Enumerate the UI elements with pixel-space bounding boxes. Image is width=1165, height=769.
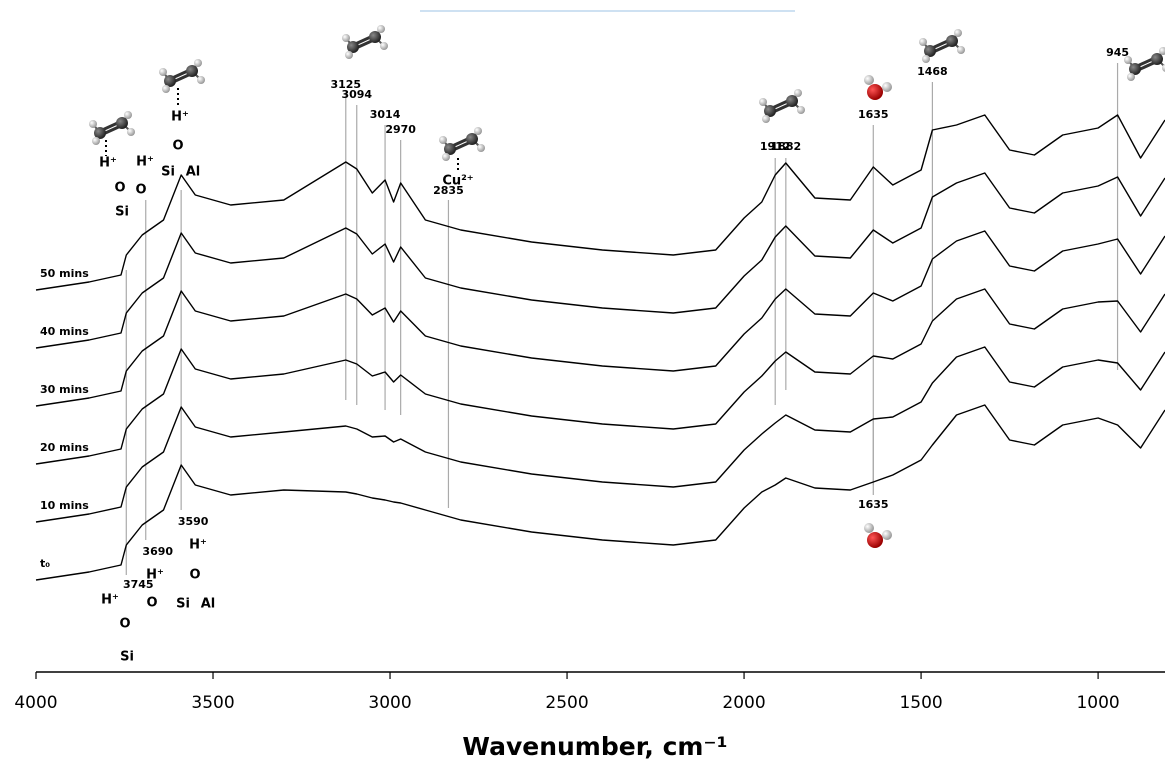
structure-label: O [135,183,146,198]
structure-label: H⁺ [136,155,154,170]
spectrum-line [35,114,1165,291]
peak-label: 3745 [123,578,154,591]
structure-label: H⁺ [146,568,164,583]
structure-label: Si [161,165,175,180]
peak-label: 945 [1106,46,1129,59]
spectrum-line [35,404,1165,581]
spectrum-line [35,230,1165,407]
peak-label: 1468 [917,65,948,78]
peak-label: 1635 [858,498,889,511]
structure-label: Al [186,165,201,180]
ethylene-icon [1122,45,1165,83]
series-label: 30 mins [40,383,89,396]
peak-label: 1882 [771,140,802,153]
structure-label: Si [115,205,129,220]
structure-label: O [119,617,130,632]
x-tick-label: 3000 [368,693,411,713]
peak-label: 3125 [330,78,361,91]
ethylene-icon [157,57,207,95]
x-tick-label: 2500 [545,693,588,713]
structure-label: H⁺ [189,538,207,553]
ethylene-icon [340,23,390,61]
spectrum-line [35,346,1165,523]
x-tick-label: 1500 [899,693,942,713]
x-tick-label: 2000 [722,693,765,713]
structure-label: O [189,568,200,583]
structure-label: Si [176,597,190,612]
spectrum-line [35,172,1165,349]
ethylene-icon [87,109,137,147]
molecules [87,23,1165,548]
ethylene-icon [437,125,487,163]
series-label: 20 mins [40,441,89,454]
peak-label: 3690 [142,545,173,558]
structure-label: H⁺ [171,110,189,125]
ethylene-icon [917,27,967,65]
peak-label: 3094 [341,88,372,101]
x-axis-title: Wavenumber, cm⁻¹ [462,732,727,761]
x-tick-label: 4000 [14,693,57,713]
structure-label: O [146,596,157,611]
x-tick-label: 1000 [1076,693,1119,713]
x-tick-label: 3500 [191,693,234,713]
structure-label: O [114,181,125,196]
structure-label: H⁺ [101,593,119,608]
peak-label: 2970 [385,123,416,136]
structure-label: Si [120,650,134,665]
ethylene-icon [757,87,807,125]
structure-label: Cu²⁺ [442,174,473,189]
peak-label: 1635 [858,108,889,121]
series-label: 50 mins [40,267,89,280]
series-label: 40 mins [40,325,89,338]
peak-label: 1912 [760,140,791,153]
water-icon [864,75,892,100]
series-label: t₀ [40,557,50,570]
peak-label: 2835 [433,184,464,197]
water-icon [864,523,892,548]
structure-label: O [172,139,183,154]
structure-label: H⁺ [99,156,117,171]
structure-label: Al [201,597,216,612]
series-label: 10 mins [40,499,89,512]
peak-label: 3014 [370,108,401,121]
spectrum-line [35,288,1165,465]
peak-label: 3590 [178,515,209,528]
